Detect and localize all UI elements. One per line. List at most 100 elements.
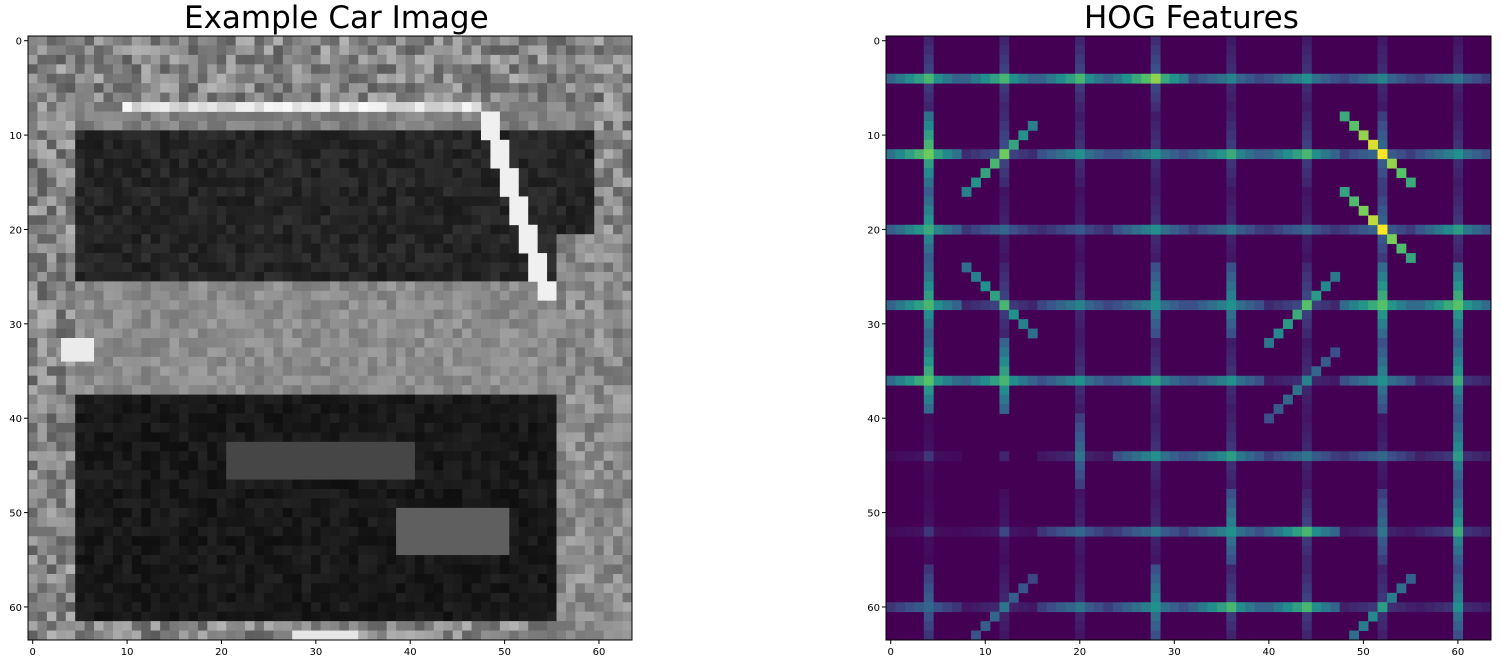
hog-pixel bbox=[1377, 621, 1388, 631]
hog-pixel bbox=[1131, 375, 1142, 386]
hog-pixel bbox=[1415, 602, 1426, 613]
hog-pixel bbox=[1131, 526, 1142, 537]
hog-pixel bbox=[1226, 630, 1237, 641]
hog-pixel bbox=[1084, 375, 1095, 386]
hog-pixel bbox=[999, 394, 1010, 405]
hog-pixel bbox=[952, 375, 963, 386]
hog-pixel bbox=[904, 526, 915, 537]
hog-pixel bbox=[1273, 526, 1284, 537]
hog-pixel bbox=[1311, 300, 1322, 311]
hog-pixel bbox=[1301, 621, 1312, 631]
hog-pixel bbox=[1387, 602, 1397, 613]
hog-pixel bbox=[1245, 602, 1256, 613]
hog-pixel bbox=[1103, 300, 1114, 311]
hog-pixel bbox=[942, 602, 953, 613]
hog-pixel bbox=[1056, 602, 1067, 613]
hog-pixel bbox=[980, 168, 991, 178]
hog-pixel bbox=[1216, 73, 1227, 84]
hog-pixel bbox=[1283, 73, 1293, 84]
hog-pixel bbox=[1112, 224, 1123, 235]
hog-pixel bbox=[1131, 224, 1142, 235]
hog-pixel bbox=[1075, 139, 1085, 150]
hog-pixel bbox=[1377, 573, 1388, 584]
hog-pixel bbox=[1453, 111, 1464, 122]
hog-pixel bbox=[1264, 451, 1274, 462]
hog-pixel bbox=[1377, 234, 1388, 245]
hog-pixel bbox=[1434, 73, 1445, 84]
hog-pixel bbox=[923, 158, 934, 169]
hog-pixel bbox=[1150, 451, 1161, 462]
hog-pixel bbox=[999, 526, 1010, 537]
hog-pixel bbox=[886, 73, 896, 84]
hog-pixel bbox=[1245, 149, 1256, 160]
hog-pixel bbox=[904, 602, 915, 613]
hog-pixel bbox=[1396, 224, 1407, 235]
hog-pixel bbox=[1339, 451, 1350, 462]
hog-pixel bbox=[1103, 375, 1114, 386]
hog-pixel bbox=[904, 73, 915, 84]
hog-pixel bbox=[1481, 526, 1492, 537]
hog-pixel bbox=[1453, 253, 1464, 263]
hog-pixel bbox=[1150, 243, 1161, 254]
hog-pixel bbox=[1103, 73, 1114, 84]
hog-pixel bbox=[1112, 149, 1123, 160]
hog-pixel bbox=[1122, 300, 1133, 311]
hog-pixel bbox=[1377, 64, 1388, 75]
hog-pixel bbox=[1075, 507, 1085, 518]
hog-pixel bbox=[1150, 309, 1161, 320]
hog-pixel bbox=[1405, 177, 1416, 188]
hog-pixel bbox=[1103, 602, 1114, 613]
hog-pixel bbox=[923, 375, 934, 386]
hog-pixel bbox=[923, 205, 934, 216]
hog-pixel bbox=[1453, 592, 1464, 603]
hog-pixel bbox=[1160, 375, 1170, 386]
hog-pixel bbox=[1301, 630, 1312, 641]
hog-pixel bbox=[1226, 54, 1237, 65]
hog-pixel bbox=[1358, 375, 1369, 386]
hog-pixel bbox=[895, 375, 906, 386]
hog-pixel bbox=[1075, 290, 1085, 301]
hog-pixel bbox=[999, 253, 1010, 263]
hog-pixel bbox=[999, 309, 1010, 320]
hog-pixel bbox=[1226, 158, 1237, 169]
hog-pixel bbox=[933, 149, 944, 160]
hog-pixel bbox=[1207, 602, 1218, 613]
hog-pixel bbox=[999, 300, 1010, 311]
hog-pixel bbox=[999, 139, 1010, 150]
hog-pixel bbox=[1075, 224, 1085, 235]
hog-pixel bbox=[1245, 224, 1256, 235]
hog-pixel bbox=[1453, 328, 1464, 339]
hog-pixel bbox=[1377, 54, 1388, 65]
hog-pixel bbox=[1226, 338, 1237, 348]
hog-pixel bbox=[1075, 592, 1085, 603]
hog-pixel bbox=[1216, 526, 1227, 537]
hog-pixel bbox=[1075, 120, 1085, 131]
hog-pixel bbox=[1377, 92, 1388, 103]
hog-pixel bbox=[1330, 347, 1341, 358]
hog-pixel bbox=[1472, 149, 1482, 160]
hog-pixel bbox=[1387, 526, 1397, 537]
hog-pixel bbox=[1301, 347, 1312, 358]
hog-pixel bbox=[1453, 573, 1464, 584]
hog-pixel bbox=[1226, 545, 1237, 556]
hog-pixel bbox=[1226, 517, 1237, 528]
hog-pixel bbox=[1472, 224, 1482, 235]
hog-pixel bbox=[999, 375, 1010, 386]
hog-pixel bbox=[1254, 224, 1265, 235]
hog-pixel bbox=[914, 224, 925, 235]
hog-pixel bbox=[1377, 205, 1388, 216]
hog-pixel bbox=[1377, 394, 1388, 405]
hog-pixel bbox=[1254, 300, 1265, 311]
hog-pixel bbox=[961, 526, 972, 537]
hog-pixel bbox=[1292, 451, 1303, 462]
hog-pixel bbox=[1150, 507, 1161, 518]
hog-pixel bbox=[933, 375, 944, 386]
hog-pixel bbox=[1122, 526, 1133, 537]
hog-pixel bbox=[1084, 602, 1095, 613]
hog-pixel bbox=[1320, 526, 1331, 537]
hog-pixel bbox=[1075, 130, 1085, 141]
hog-pixel bbox=[1254, 73, 1265, 84]
hog-pixel bbox=[1292, 73, 1303, 84]
hog-pixel bbox=[1150, 621, 1161, 631]
hog-pixel bbox=[1301, 611, 1312, 622]
